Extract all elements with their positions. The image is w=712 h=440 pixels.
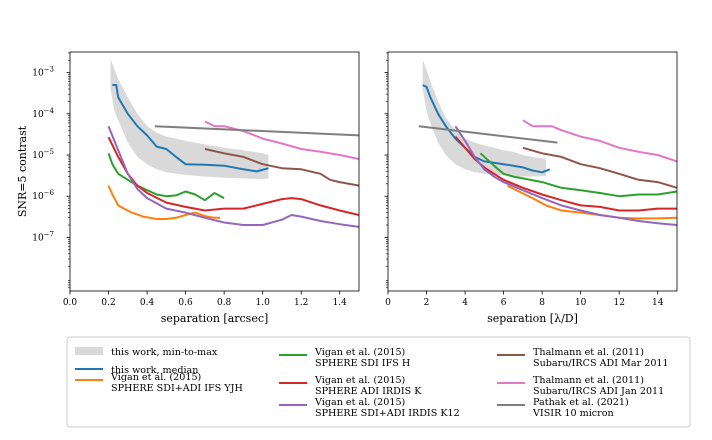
x-tick-label: 1.2 <box>294 298 308 308</box>
legend-entry-this-work-min-to-max: this work, min-to-max <box>75 347 218 358</box>
series-line-thalmann-et-al-2011-subaru-ircs-adi-mar-2011 <box>204 148 359 187</box>
legend-label: this work, min-to-max <box>111 347 218 358</box>
band-min-to-max <box>110 58 269 180</box>
series-line-thalmann-et-al-2011-subaru-ircs-adi-mar-2011 <box>522 146 677 189</box>
legend-label: Vigan et al. (2015) <box>314 375 405 386</box>
series-line-vigan-et-al-2015-sphere-sdi-ifs-h <box>107 152 225 202</box>
left-panel-arcsec: 0.0 0.2 0.4 0.6 0.8 1.0 1.2 1.4 10−7 10−6 10−5 10−4… <box>16 51 360 325</box>
legend-entry-vigan-et-al-2015-sphere-adi-irdis-k: Vigan et al. (2015)SPHERE ADI IRDIS K <box>279 375 422 397</box>
x-tick-label: 1.4 <box>333 298 348 308</box>
x-tick-label: 0.4 <box>140 298 155 308</box>
series-line-thalmann-et-al-2011-subaru-ircs-adi-jan-2011 <box>522 119 677 163</box>
y-tick-label: 10−5 <box>32 148 54 161</box>
x-tick-label: 1.0 <box>256 298 271 308</box>
legend-entry-pathak-et-al-2021-visir-10-micron: Pathak et al. (2021)VISIR 10 micron <box>497 397 629 419</box>
legend-label: Pathak et al. (2021) <box>533 397 629 408</box>
series-line-thalmann-et-al-2011-subaru-ircs-adi-jan-2011 <box>204 120 359 160</box>
x-tick-label: 0.2 <box>101 298 115 308</box>
x-tick-label: 6 <box>501 298 507 308</box>
x-tick-label: 14 <box>652 298 664 308</box>
y-tick-label: 10−6 <box>32 189 54 202</box>
series-line-this-work-median <box>422 84 551 174</box>
legend-entry-vigan-et-al-2015-sphere-sdi-adi-irdis-k12: Vigan et al. (2015)SPHERE SDI+ADI IRDIS … <box>279 397 460 419</box>
x-tick-label: 10 <box>575 298 587 308</box>
y-tick-label: 10−4 <box>32 107 54 120</box>
series-line-vigan-et-al-2015-sphere-sdi-adi-irdis-k12 <box>454 125 677 226</box>
legend-label: SPHERE SDI+ADI IRDIS K12 <box>315 408 460 419</box>
series-line-vigan-et-al-2015-sphere-sdi-ifs-h <box>479 152 677 198</box>
x-tick-label: 8 <box>539 298 545 308</box>
legend-label: SPHERE SDI+ADI IFS YJH <box>111 383 243 394</box>
series-line-pathak-et-al-2021-visir-10-micron <box>154 125 359 137</box>
legend-label: Vigan et al. (2015) <box>314 397 405 408</box>
band-min-to-max <box>422 60 546 177</box>
right-panel-lambda-over-d: 0 2 4 6 8 10 12 14 separation [λ/D] <box>384 51 678 325</box>
legend-label: Thalmann et al. (2011) <box>533 347 644 358</box>
x-tick-label: 2 <box>424 298 430 308</box>
series-line-pathak-et-al-2021-visir-10-micron <box>418 125 558 144</box>
legend-entry-thalmann-et-al-2011-subaru-ircs-adi-mar-2011: Thalmann et al. (2011)Subaru/IRCS ADI Ma… <box>497 347 669 369</box>
legend-label: SPHERE SDI IFS H <box>315 358 410 369</box>
legend-label: Thalmann et al. (2011) <box>533 375 644 386</box>
legend-label: this work, median <box>111 365 198 376</box>
legend-entry-thalmann-et-al-2011-subaru-ircs-adi-jan-2011: Thalmann et al. (2011)Subaru/IRCS ADI Ja… <box>497 375 664 397</box>
legend-entry-this-work-median: this work, median <box>75 365 198 376</box>
legend-label: VISIR 10 micron <box>532 408 614 419</box>
legend-label: Subaru/IRCS ADI Jan 2011 <box>533 386 664 397</box>
y-tick-label: 10−3 <box>32 66 54 79</box>
legend-frame <box>66 336 691 428</box>
x-axis-label: separation [λ/D] <box>487 312 578 325</box>
legend-label: Vigan et al. (2015) <box>110 372 201 383</box>
x-tick-label: 0.6 <box>178 298 193 308</box>
x-tick-label: 0.8 <box>217 298 232 308</box>
y-axis-label: SNR=5 contrast <box>16 125 29 217</box>
series-line-vigan-et-al-2015-sphere-sdi-adi-ifs-yjh <box>107 185 221 220</box>
legend-label: Vigan et al. (2015) <box>314 347 405 358</box>
legend-label: SPHERE ADI IRDIS K <box>315 386 422 397</box>
legend-entry-vigan-et-al-2015-sphere-sdi-adi-ifs-yjh: Vigan et al. (2015)SPHERE SDI+ADI IFS YJ… <box>75 372 243 394</box>
series-line-vigan-et-al-2015-sphere-sdi-adi-irdis-k12 <box>107 125 359 228</box>
series-line-vigan-et-al-2015-sphere-sdi-adi-ifs-yjh <box>507 184 677 220</box>
legend-handle-patch <box>75 347 103 355</box>
series-line-this-work-median <box>112 84 269 173</box>
series-line-vigan-et-al-2015-sphere-adi-irdis-k <box>107 136 359 216</box>
x-tick-label: 0 <box>385 298 391 308</box>
plot-area <box>418 60 677 226</box>
x-tick-label: 0.0 <box>63 298 78 308</box>
y-tick-label: 10−7 <box>32 230 54 243</box>
plot-area <box>107 58 359 228</box>
legend-entry-vigan-et-al-2015-sphere-sdi-ifs-h: Vigan et al. (2015)SPHERE SDI IFS H <box>279 347 410 369</box>
legend-label: Subaru/IRCS ADI Mar 2011 <box>533 358 669 369</box>
x-tick-label: 12 <box>613 298 624 308</box>
x-tick-label: 4 <box>462 298 468 308</box>
x-axis-label: separation [arcsec] <box>161 312 269 325</box>
